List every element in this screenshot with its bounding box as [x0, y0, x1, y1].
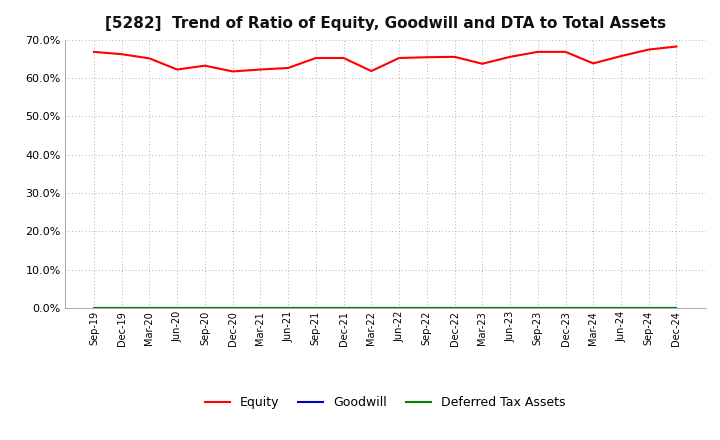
- Goodwill: [505, 305, 514, 311]
- Equity: [478, 61, 487, 66]
- Deferred Tax Assets: [616, 305, 625, 311]
- Equity: [145, 56, 154, 61]
- Goodwill: [672, 305, 681, 311]
- Title: [5282]  Trend of Ratio of Equity, Goodwill and DTA to Total Assets: [5282] Trend of Ratio of Equity, Goodwil…: [104, 16, 666, 32]
- Deferred Tax Assets: [644, 305, 653, 311]
- Deferred Tax Assets: [395, 305, 403, 311]
- Goodwill: [478, 305, 487, 311]
- Deferred Tax Assets: [367, 305, 376, 311]
- Equity: [228, 69, 237, 74]
- Equity: [117, 51, 126, 57]
- Equity: [561, 49, 570, 55]
- Equity: [505, 54, 514, 59]
- Goodwill: [534, 305, 542, 311]
- Goodwill: [284, 305, 292, 311]
- Goodwill: [589, 305, 598, 311]
- Equity: [89, 49, 98, 55]
- Goodwill: [201, 305, 210, 311]
- Deferred Tax Assets: [201, 305, 210, 311]
- Equity: [201, 63, 210, 68]
- Deferred Tax Assets: [256, 305, 265, 311]
- Deferred Tax Assets: [312, 305, 320, 311]
- Goodwill: [256, 305, 265, 311]
- Goodwill: [228, 305, 237, 311]
- Goodwill: [395, 305, 403, 311]
- Deferred Tax Assets: [228, 305, 237, 311]
- Equity: [644, 47, 653, 52]
- Equity: [534, 49, 542, 55]
- Deferred Tax Assets: [672, 305, 681, 311]
- Deferred Tax Assets: [117, 305, 126, 311]
- Deferred Tax Assets: [534, 305, 542, 311]
- Line: Equity: Equity: [94, 47, 677, 71]
- Legend: Equity, Goodwill, Deferred Tax Assets: Equity, Goodwill, Deferred Tax Assets: [200, 392, 570, 414]
- Goodwill: [561, 305, 570, 311]
- Goodwill: [367, 305, 376, 311]
- Goodwill: [312, 305, 320, 311]
- Goodwill: [616, 305, 625, 311]
- Deferred Tax Assets: [173, 305, 181, 311]
- Equity: [672, 44, 681, 49]
- Deferred Tax Assets: [339, 305, 348, 311]
- Goodwill: [644, 305, 653, 311]
- Deferred Tax Assets: [423, 305, 431, 311]
- Equity: [312, 55, 320, 61]
- Equity: [367, 68, 376, 73]
- Equity: [284, 65, 292, 70]
- Equity: [173, 67, 181, 72]
- Equity: [256, 67, 265, 72]
- Deferred Tax Assets: [284, 305, 292, 311]
- Goodwill: [339, 305, 348, 311]
- Goodwill: [423, 305, 431, 311]
- Goodwill: [173, 305, 181, 311]
- Goodwill: [89, 305, 98, 311]
- Deferred Tax Assets: [89, 305, 98, 311]
- Deferred Tax Assets: [505, 305, 514, 311]
- Deferred Tax Assets: [478, 305, 487, 311]
- Deferred Tax Assets: [561, 305, 570, 311]
- Deferred Tax Assets: [589, 305, 598, 311]
- Equity: [616, 53, 625, 59]
- Equity: [339, 55, 348, 61]
- Equity: [450, 54, 459, 59]
- Equity: [423, 55, 431, 60]
- Goodwill: [145, 305, 154, 311]
- Equity: [589, 61, 598, 66]
- Goodwill: [117, 305, 126, 311]
- Deferred Tax Assets: [450, 305, 459, 311]
- Equity: [395, 55, 403, 61]
- Deferred Tax Assets: [145, 305, 154, 311]
- Goodwill: [450, 305, 459, 311]
